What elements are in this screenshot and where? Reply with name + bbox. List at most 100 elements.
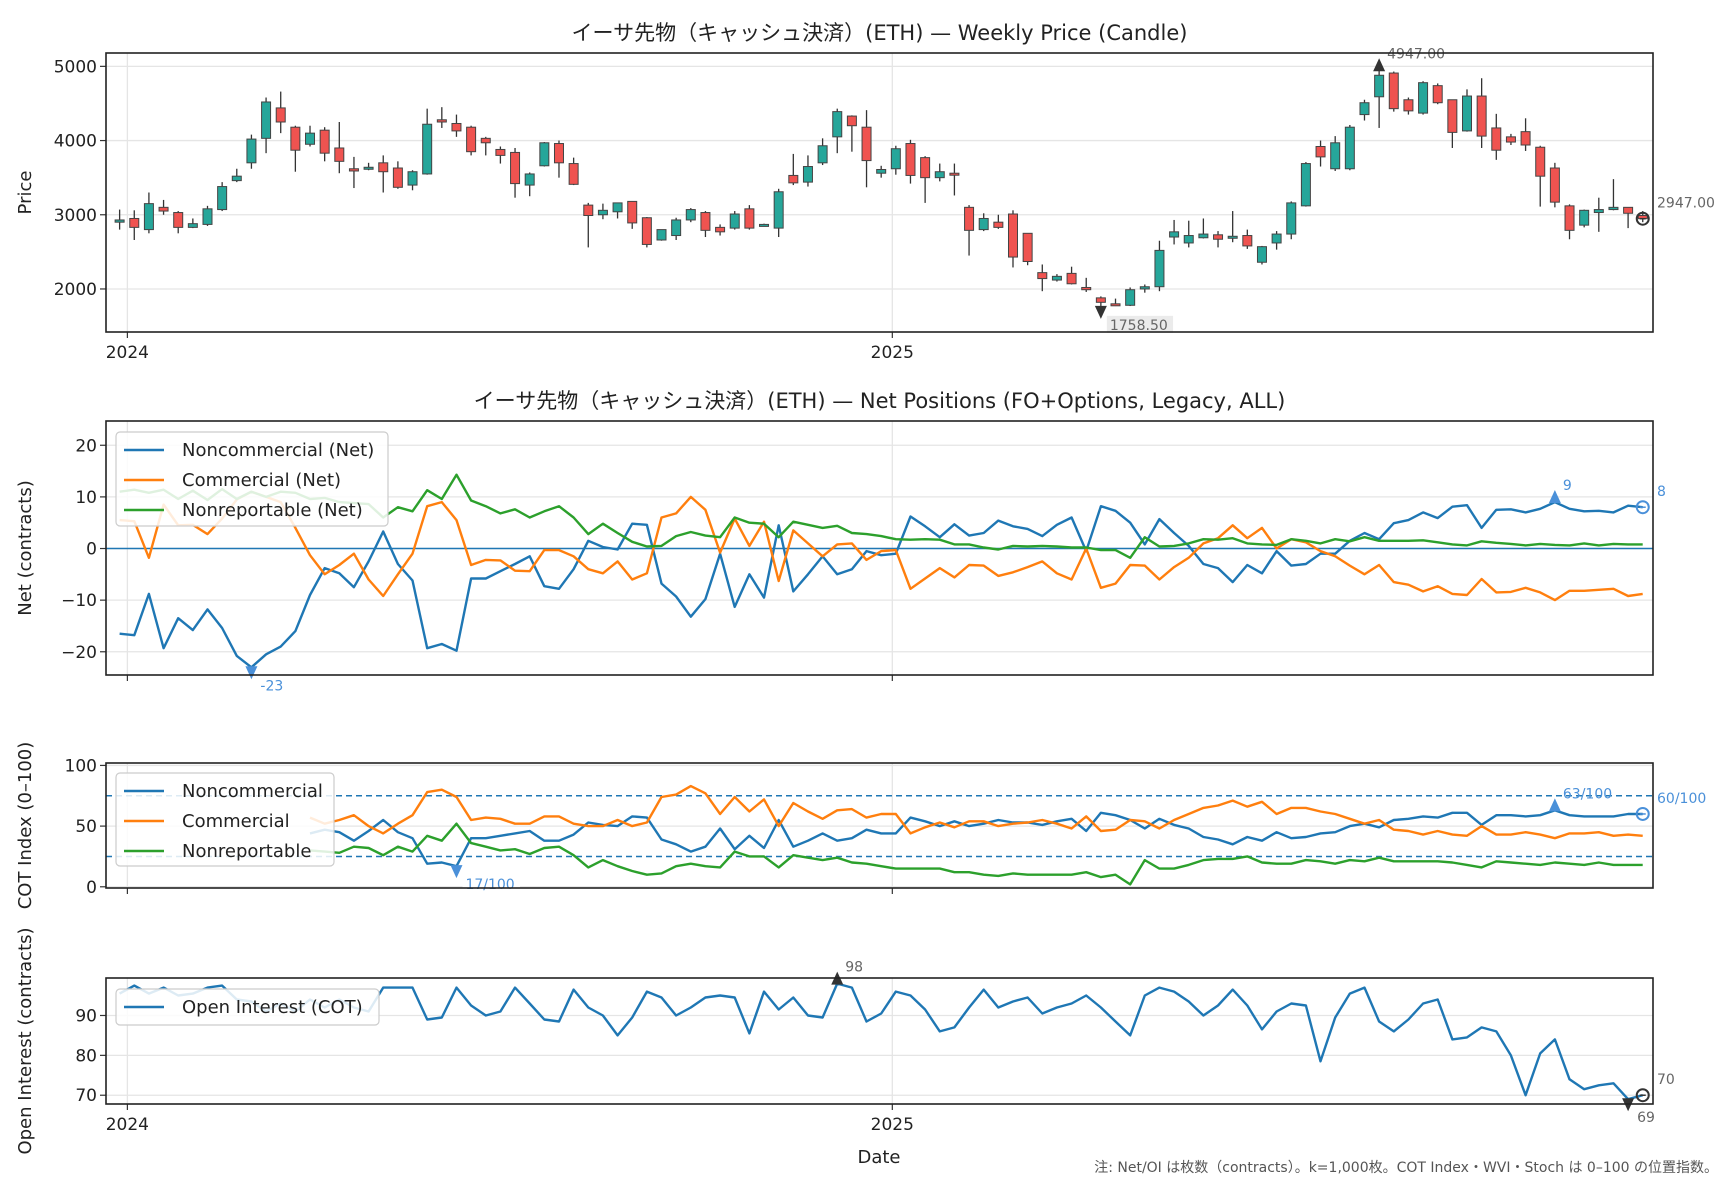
candle: [466, 125, 477, 156]
candle-body-down: [129, 217, 140, 228]
candle-body-down: [451, 122, 462, 132]
y-tick-label: 0: [86, 540, 97, 560]
marker-last: 60/100: [1635, 791, 1706, 821]
candle-body-down: [846, 115, 857, 127]
marker-last: 70: [1635, 1072, 1675, 1103]
candle-body-down: [1520, 131, 1531, 146]
candle-body-up: [978, 217, 989, 231]
candle-body-down: [1110, 303, 1121, 307]
candle: [114, 209, 125, 230]
candle-body-up: [305, 132, 316, 145]
candle: [1476, 78, 1487, 148]
candle-body-up: [1183, 235, 1194, 244]
candle-body-up: [1125, 289, 1136, 306]
candle: [1183, 220, 1194, 248]
candle: [348, 156, 359, 189]
candle-body-down: [392, 167, 403, 188]
candle: [1037, 264, 1048, 292]
candle: [1227, 211, 1238, 243]
candle: [1403, 97, 1414, 115]
legend-label: Noncommercial (Net): [182, 440, 374, 461]
candle-body-down: [744, 208, 755, 229]
x-tick-label: 2025: [871, 1115, 914, 1135]
candle-body-down: [1066, 272, 1077, 285]
marker-label-background: [1106, 315, 1174, 333]
candle-body-up: [1374, 74, 1385, 98]
legend-label: Open Interest (COT): [182, 997, 363, 1018]
panel-net: −20 −10 0 10 20 イーサ先物（キャッシュ決済）(ETH) — Net Pos…: [15, 389, 1666, 694]
candle: [934, 163, 945, 182]
candle: [1198, 218, 1209, 239]
candle: [1271, 231, 1282, 250]
candle: [495, 146, 506, 164]
candle: [1593, 197, 1604, 232]
candle: [1374, 70, 1385, 128]
legend-item: Open Interest (COT): [124, 997, 363, 1018]
candle-body-down: [700, 212, 711, 231]
candle: [700, 211, 711, 238]
y-tick-label: 90: [75, 1006, 97, 1026]
candle-body-up: [759, 223, 770, 227]
candle: [129, 210, 140, 240]
candle: [451, 114, 462, 137]
candle-body-up: [1227, 235, 1238, 239]
candle-body-down: [466, 126, 477, 153]
candle: [231, 168, 242, 183]
marker-max: 9: [1548, 478, 1572, 504]
candle-body-down: [1388, 72, 1399, 110]
panel-open-interest: 70 80 90 2024 2025 Open Interest (contracts) 9…: [15, 927, 1675, 1154]
y-axis-label: Price: [15, 171, 36, 215]
candle: [1022, 232, 1033, 266]
triangle-up-icon: [1373, 58, 1386, 72]
candle: [1462, 89, 1473, 132]
candle: [744, 205, 755, 230]
candle-body-up: [1198, 233, 1209, 239]
candle: [1242, 229, 1253, 249]
candle-body-down: [1007, 213, 1018, 258]
candle: [261, 97, 272, 154]
candle-body-up: [934, 171, 945, 179]
marker-min: 1758.50: [1094, 305, 1174, 334]
candle: [1359, 99, 1370, 121]
candle: [641, 216, 652, 248]
candle: [246, 134, 257, 169]
candle-body-down: [1037, 272, 1048, 280]
y-tick-label: 20: [75, 436, 97, 456]
candle-body-up: [817, 145, 828, 164]
last-point-circle-icon: [1635, 806, 1650, 821]
series-line-commercial: [309, 784, 1643, 840]
triangle-up-icon: [1548, 798, 1561, 812]
series-line-commercial-net: [119, 490, 1643, 602]
y-axis-label: COT Index (0–100): [15, 742, 36, 910]
marker-label-min: -23: [260, 678, 283, 694]
candle: [1491, 113, 1502, 160]
candle: [158, 199, 169, 215]
candle: [583, 202, 594, 248]
candle-body-down: [436, 119, 447, 123]
legend-box: [115, 431, 389, 527]
candle: [920, 156, 931, 203]
candle-body-up: [876, 168, 887, 174]
candle-body-up: [1359, 102, 1370, 116]
marker-label-last: 2947.00: [1657, 196, 1715, 212]
candle-body-up: [612, 202, 623, 213]
last-point-circle-icon: [1635, 211, 1650, 226]
candle: [978, 213, 989, 232]
triangle-down-icon: [1094, 305, 1107, 319]
x-tick-label: 2025: [871, 343, 914, 363]
candle: [143, 192, 154, 234]
candle-body-up: [422, 123, 433, 175]
candle-body-down: [319, 129, 330, 154]
candle: [1505, 133, 1516, 146]
candle: [1330, 136, 1341, 171]
candle: [202, 205, 213, 226]
legend-item: Nonreportable: [124, 841, 311, 862]
candle: [861, 110, 872, 188]
candle: [1432, 83, 1443, 105]
candle-body-up: [1300, 163, 1311, 207]
candle: [1549, 162, 1560, 208]
candle-body-down: [480, 137, 491, 144]
candle: [480, 136, 491, 156]
y-tick-label: 70: [75, 1086, 97, 1106]
candle: [422, 108, 433, 175]
